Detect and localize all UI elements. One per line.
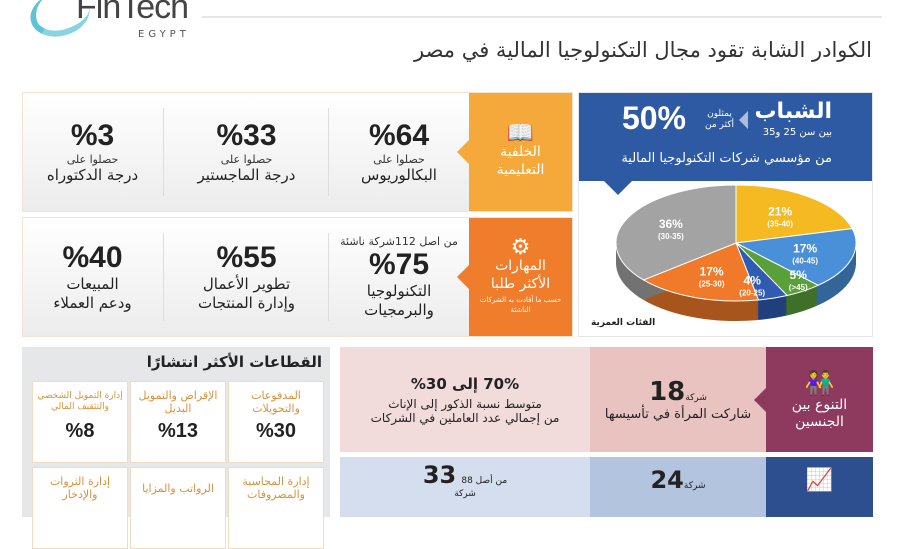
- sector-card: الإقراض والتمويل البديل %13: [130, 381, 226, 463]
- age-pie-chart: 21%(35-40)17%(40-45)5%(>45)4%(20-25)17%(…: [615, 184, 857, 321]
- sectors-title: القطاعات الأكثر انتشارًا: [146, 353, 322, 371]
- book-icon: 📖: [506, 121, 535, 146]
- women-cofounded: شركة18 شاركت المرأة في تأسيسها: [590, 347, 766, 452]
- skill-business: %55 تطوير الأعمال وإدارة المنتجات: [198, 241, 295, 312]
- pie-slice: [735, 184, 854, 244]
- pie-category-label: (25-30): [699, 280, 725, 289]
- pie-value-label: 17%: [700, 265, 724, 279]
- growth-chart-icon: 📈: [805, 467, 834, 493]
- sectors-panel: القطاعات الأكثر انتشارًا المدفوعات والتح…: [22, 347, 330, 549]
- pie-value-label: 21%: [768, 205, 792, 219]
- skills-label: ⚙ المهارات الأكثر طلبا حسب ما أفادت به ا…: [457, 218, 572, 336]
- youth-panel: الشباب بين سن 25 و35 يمثلون أكثر من 50% م…: [578, 92, 873, 337]
- stat-master: %33 حصلوا على درجة الماجستير: [197, 119, 296, 184]
- people-icon: 👫: [804, 368, 835, 397]
- pie-category-label: (20-25): [739, 288, 765, 297]
- stat-phd: %3 حصلوا على درجة الدكتوراه: [46, 119, 139, 184]
- education-row: 📖 الخلفية التعليمية %64 حصلوا على البكالور…: [22, 92, 573, 212]
- arrow-icon: [739, 111, 748, 129]
- sector-card: إدارة التمويل الشخصي والتثقيف المالي %8: [32, 381, 128, 463]
- stat-bachelor: %64 حصلوا على البكالوريوس: [361, 119, 437, 184]
- pie-category-label: (35-40): [767, 220, 793, 229]
- skill-tech: من اصل 112شركة ناشئة %75 التكنولوجيا والبرم…: [340, 234, 458, 319]
- skills-row: ⚙ المهارات الأكثر طلبا حسب ما أفادت به ا…: [22, 217, 573, 337]
- pie-value-label: 5%: [790, 268, 808, 282]
- pie-slice: [615, 184, 737, 281]
- sector-card: إدارة المحاسبة والمصروفات: [228, 467, 324, 549]
- pie-category-label: (40-45): [792, 257, 818, 266]
- youth-header: الشباب بين سن 25 و35 يمثلون أكثر من 50% م…: [579, 93, 872, 195]
- pie-slice: [642, 242, 760, 302]
- sector-card: إدارة الثروات والإدخار: [32, 467, 128, 549]
- fintech-egypt-logo: FinTech EGYPT: [25, 0, 200, 48]
- pie-value-label: 17%: [793, 242, 817, 256]
- gender-label: 👫 التنوع بين الجنسين: [766, 347, 873, 452]
- pie-slice: [734, 228, 857, 286]
- pie-value-label: 36%: [659, 217, 683, 231]
- skill-sales: %40 المبيعات ودعم العملاء: [53, 241, 132, 312]
- growth-stat-2: من أصل 88 33 شركة: [340, 457, 590, 517]
- sector-card: المدفوعات والتحويلات %30: [228, 381, 324, 463]
- pie-category-label: (30-35): [658, 232, 684, 241]
- youth-pre: يمثلون أكثر من: [705, 109, 734, 130]
- page-title: الكوادر الشابة تقود مجال التكنولوجيا الم…: [413, 38, 872, 62]
- divider: [202, 16, 882, 18]
- education-label: 📖 الخلفية التعليمية: [457, 93, 572, 211]
- pie-category-label: (>45): [789, 283, 808, 292]
- growth-stat-1: شركة24: [590, 457, 766, 517]
- chart-title: الفئات العمرية: [591, 318, 656, 328]
- sector-card: الرواتب والمزايا: [130, 467, 226, 549]
- gender-ratio: 70% إلى 30% متوسط نسبة الذكور إلى الإناث…: [340, 347, 590, 452]
- growth-label: 📈: [766, 457, 873, 517]
- gear-person-icon: ⚙: [510, 235, 531, 260]
- pie-value-label: 4%: [744, 273, 762, 287]
